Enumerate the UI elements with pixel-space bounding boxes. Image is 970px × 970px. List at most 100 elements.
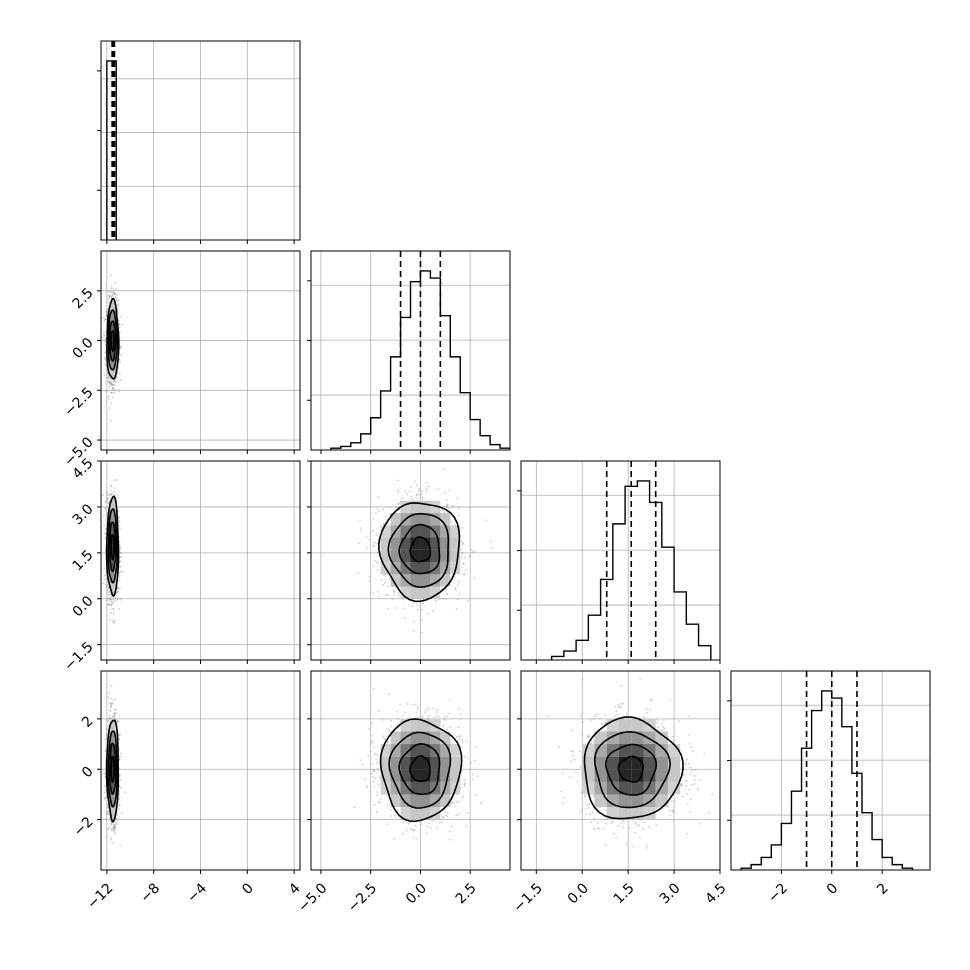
scatter-point	[112, 699, 115, 702]
scatter-point	[107, 585, 110, 588]
scatter-point	[397, 479, 400, 482]
density-bin	[114, 718, 116, 732]
scatter-point	[118, 565, 121, 568]
scatter-point	[108, 291, 111, 294]
scatter-point	[105, 491, 108, 494]
scatter-point	[114, 833, 117, 836]
scatter-point	[110, 382, 113, 384]
scatter-point	[388, 506, 391, 509]
scatter-point	[117, 519, 120, 522]
scatter-point	[103, 374, 106, 377]
scatter-point	[116, 293, 119, 296]
scatter-point	[103, 335, 106, 337]
density-bin	[112, 744, 115, 757]
scatter-point	[104, 338, 107, 341]
scatter-point	[376, 542, 379, 545]
scatter-point	[119, 547, 121, 550]
scatter-point	[417, 493, 420, 496]
density-bin	[111, 558, 113, 572]
scatter-point	[104, 749, 107, 752]
scatter-point	[106, 728, 109, 731]
scatter-point	[108, 382, 111, 385]
scatter-point	[108, 385, 111, 388]
scatter-point	[104, 500, 107, 503]
scatter-point	[102, 582, 104, 585]
scatter-point	[116, 598, 119, 601]
density-bin	[112, 350, 115, 361]
scatter-point	[106, 599, 109, 602]
scatter-point	[104, 351, 106, 354]
density-bin	[111, 370, 113, 381]
scatter-point	[108, 714, 111, 717]
density-bin	[108, 360, 110, 371]
scatter-point	[386, 585, 389, 588]
density-bin	[111, 794, 113, 808]
scatter-point	[107, 603, 110, 606]
scatter-point	[110, 838, 113, 841]
histogram-panel-1	[311, 251, 510, 450]
density-bin	[112, 731, 115, 745]
scatter-point	[455, 588, 457, 591]
density-bin	[112, 509, 115, 523]
density-bin	[112, 522, 115, 535]
scatter-point	[111, 387, 114, 389]
scatter-point	[103, 567, 106, 570]
scatter-point	[110, 391, 113, 394]
scatter-point	[112, 607, 115, 610]
scatter-point	[118, 540, 121, 543]
scatter-point	[368, 575, 371, 578]
scatter-point	[108, 294, 111, 297]
scatter-point	[101, 494, 104, 497]
scatter-point	[118, 550, 121, 553]
scatter-point	[119, 524, 121, 527]
scatter-point	[378, 510, 381, 513]
scatter-point	[403, 617, 406, 620]
contour-line	[105, 495, 120, 598]
scatter-point	[103, 791, 106, 794]
density-bin	[114, 583, 116, 596]
density-bin	[112, 781, 115, 795]
scatter-point	[108, 619, 111, 622]
scatter-point	[110, 285, 113, 288]
scatter-point	[108, 407, 111, 409]
panel-frame	[730, 670, 931, 871]
scatter-point	[113, 391, 116, 394]
density-bin	[111, 522, 113, 535]
density-bin	[112, 370, 115, 381]
histogram-panel-0	[101, 41, 300, 240]
scatter-point	[112, 612, 115, 615]
scatter-point	[113, 831, 116, 834]
density-bin	[114, 497, 116, 510]
density-bin	[111, 571, 113, 584]
scatter-point	[112, 600, 115, 603]
scatter-point	[112, 384, 114, 386]
scatter-point	[103, 319, 106, 322]
scatter-point	[117, 798, 120, 801]
density-bin	[112, 794, 115, 808]
scatter-point	[105, 586, 108, 588]
scatter-point	[109, 381, 111, 383]
density-bin	[115, 794, 118, 808]
scatter-point	[106, 720, 109, 722]
scatter-point	[386, 522, 389, 525]
scatter-point	[110, 602, 113, 605]
scatter-point	[441, 509, 444, 511]
scatter-point	[375, 534, 378, 536]
scatter-point	[116, 721, 119, 724]
scatter-point	[377, 496, 380, 499]
density-bin	[111, 807, 113, 820]
scatter-point	[105, 733, 108, 735]
scatter-point	[416, 497, 419, 500]
contour-line	[109, 521, 117, 573]
scatter-point	[115, 287, 117, 290]
histogram-panel-3	[731, 671, 930, 870]
scatter-point	[114, 823, 117, 826]
scatter-point	[110, 828, 113, 831]
scatter-point	[103, 524, 105, 526]
scatter-point	[105, 376, 108, 379]
scatter-point	[112, 602, 114, 605]
density-bin	[111, 583, 113, 596]
scatter-point	[426, 481, 428, 484]
scatter-point	[103, 798, 106, 800]
scatter-point	[458, 593, 461, 595]
